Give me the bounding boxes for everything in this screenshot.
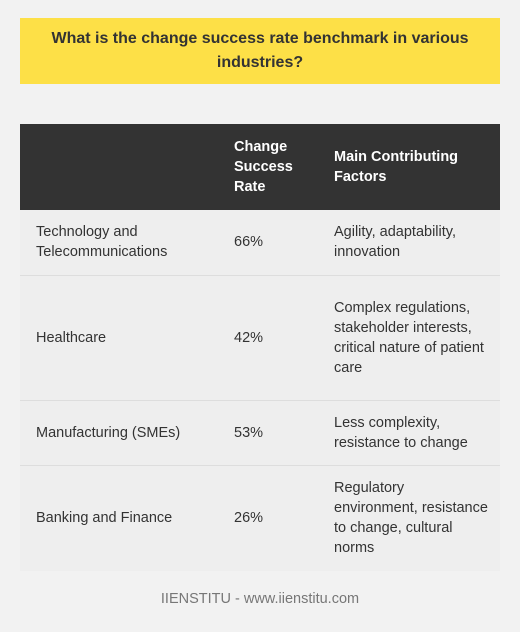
factors-cell: Agility, adaptability, innovation: [318, 210, 500, 276]
header-industry: [20, 124, 218, 210]
page-title: What is the change success rate benchmar…: [51, 30, 469, 71]
table-row: Manufacturing (SMEs) 53% Less complexity…: [20, 400, 500, 466]
industry-cell: Technology and Telecommunications: [20, 210, 218, 276]
table-row: Banking and Finance 26% Regulatory envir…: [20, 465, 500, 571]
benchmark-table: Change Success Rate Main Contributing Fa…: [20, 124, 500, 571]
table-row: Technology and Telecommunications 66% Ag…: [20, 210, 500, 276]
title-banner: What is the change success rate benchmar…: [20, 18, 500, 84]
factors-cell: Complex regulations, stakeholder interes…: [318, 275, 500, 401]
rate-cell: 66%: [218, 210, 318, 276]
rate-cell: 42%: [218, 275, 318, 401]
industry-cell: Healthcare: [20, 275, 218, 401]
industry-cell: Manufacturing (SMEs): [20, 400, 218, 466]
rate-cell: 26%: [218, 465, 318, 571]
header-main-contributing-factors: Main Contributing Factors: [318, 124, 500, 210]
table-header-row: Change Success Rate Main Contributing Fa…: [20, 124, 500, 210]
rate-cell: 53%: [218, 400, 318, 466]
industry-cell: Banking and Finance: [20, 465, 218, 571]
header-change-success-rate: Change Success Rate: [218, 124, 318, 210]
table-row: Healthcare 42% Complex regulations, stak…: [20, 275, 500, 401]
footer-credit: IIENSTITU - www.iienstitu.com: [160, 591, 360, 607]
factors-cell: Regulatory environment, resistance to ch…: [318, 465, 500, 571]
factors-cell: Less complexity, resistance to change: [318, 400, 500, 466]
